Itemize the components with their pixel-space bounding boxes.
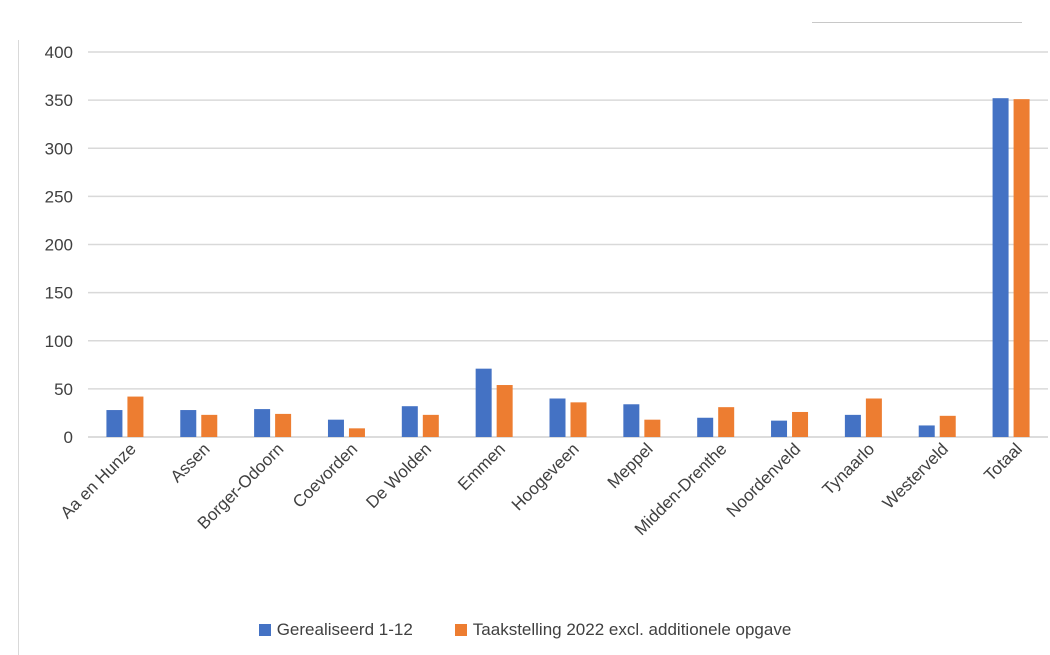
bar-0-0 bbox=[106, 410, 123, 437]
bar-1-4 bbox=[422, 414, 439, 437]
gridlines bbox=[88, 51, 1048, 438]
x-tick-label-0: Aa en Hunze bbox=[57, 439, 140, 522]
bar-0-6 bbox=[549, 398, 566, 437]
y-tick-label-0: 0 bbox=[64, 428, 73, 447]
x-tick-label-9: Noordenveld bbox=[723, 439, 805, 521]
y-tick-label-250: 250 bbox=[45, 187, 73, 206]
x-tick-label-11: Westerveld bbox=[879, 439, 952, 512]
y-tick-label-350: 350 bbox=[45, 91, 73, 110]
bar-1-11 bbox=[939, 415, 956, 437]
x-tick-label-12: Totaal bbox=[980, 439, 1026, 485]
bar-0-9 bbox=[771, 420, 788, 437]
bar-0-10 bbox=[844, 414, 861, 437]
bar-1-0 bbox=[127, 396, 144, 437]
legend-label-series-1: Taakstelling 2022 excl. additionele opga… bbox=[472, 620, 792, 639]
x-tick-label-1: Assen bbox=[167, 439, 214, 486]
bar-1-3 bbox=[348, 428, 365, 437]
bars bbox=[106, 98, 1030, 437]
bar-0-12 bbox=[992, 98, 1009, 437]
bar-1-12 bbox=[1013, 99, 1030, 437]
bar-0-8 bbox=[697, 417, 714, 437]
legend-swatch-series-0 bbox=[258, 624, 271, 636]
bar-1-2 bbox=[275, 413, 292, 437]
y-tick-label-200: 200 bbox=[45, 236, 73, 255]
y-tick-label-150: 150 bbox=[45, 284, 73, 303]
bar-1-1 bbox=[201, 414, 218, 437]
bar-1-7 bbox=[644, 419, 661, 437]
bar-chart-plot: 0 50 100 150 200 250 300 350 400 Aa en Hunze Asse… bbox=[45, 43, 1048, 539]
bar-1-10 bbox=[865, 398, 882, 437]
legend-item-series-0: Gerealiseerd 1-12 bbox=[258, 620, 413, 640]
legend-swatch-series-1 bbox=[454, 624, 467, 636]
x-tick-label-7: Meppel bbox=[604, 439, 657, 492]
bar-1-9 bbox=[792, 411, 809, 437]
y-tick-label-300: 300 bbox=[45, 139, 73, 158]
bar-0-1 bbox=[180, 410, 197, 437]
bar-0-11 bbox=[918, 425, 935, 437]
legend-label-series-0: Gerealiseerd 1-12 bbox=[276, 620, 413, 639]
x-tick-label-4: De Wolden bbox=[362, 439, 435, 512]
top-divider bbox=[812, 22, 1022, 23]
y-tick-label-400: 400 bbox=[45, 43, 73, 62]
x-tick-label-3: Coevorden bbox=[289, 439, 361, 511]
legend: Gerealiseerd 1-12 Taakstelling 2022 excl… bbox=[0, 618, 1050, 642]
bar-1-8 bbox=[718, 407, 735, 437]
y-axis-ticks: 0 50 100 150 200 250 300 350 400 bbox=[45, 43, 73, 447]
bar-0-4 bbox=[401, 406, 418, 437]
bar-1-5 bbox=[496, 385, 513, 437]
y-tick-label-100: 100 bbox=[45, 332, 73, 351]
x-tick-label-6: Hoogeveen bbox=[508, 439, 583, 514]
y-tick-label-50: 50 bbox=[54, 380, 73, 399]
bar-1-6 bbox=[570, 402, 587, 437]
legend-item-series-1: Taakstelling 2022 excl. additionele opga… bbox=[454, 620, 792, 640]
bar-0-3 bbox=[327, 419, 344, 437]
x-tick-label-5: Emmen bbox=[454, 439, 509, 494]
bar-0-7 bbox=[623, 404, 640, 437]
left-border bbox=[18, 40, 19, 655]
bar-0-2 bbox=[254, 409, 271, 437]
x-tick-label-10: Tynaarlo bbox=[819, 439, 879, 499]
bar-0-5 bbox=[475, 368, 492, 437]
